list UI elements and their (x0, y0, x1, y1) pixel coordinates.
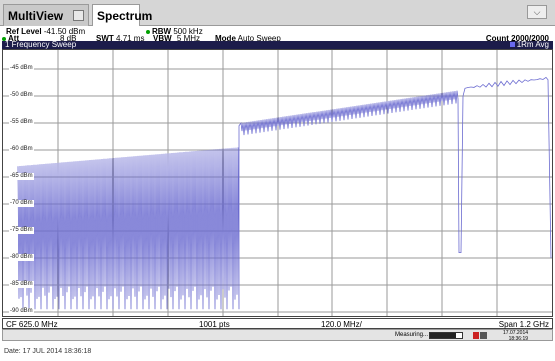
ref-line-label: -75 dBm (9, 227, 34, 234)
swt-value: 4.71 ms (116, 34, 145, 43)
center-frequency[interactable]: CF 625.0 MHz (6, 320, 58, 329)
ref-line-label: -50 dBm (9, 92, 34, 99)
ref-line-label: -60 dBm (9, 146, 34, 153)
coupling-indicator-icon (2, 36, 6, 41)
ref-level-value: -41.50 dBm (43, 27, 86, 36)
frequency-per-division: 120.0 MHz/ (321, 320, 362, 329)
vbw-label: VBW (153, 34, 172, 43)
ref-line-label: -70 dBm (9, 200, 34, 207)
sweep-points: 1001 pts (199, 320, 230, 329)
ref-level-label: Ref Level (6, 27, 42, 36)
att-label: Att (8, 34, 20, 43)
reference-indicator-icon (473, 332, 487, 339)
count-value: 2000/2000 (511, 34, 549, 43)
frequency-axis-bar: CF 625.0 MHz 1001 pts 120.0 MHz/ Span 1.… (2, 318, 553, 329)
trace-mode-indicator: 1Rm Avg (509, 40, 549, 49)
chevron-down-icon: ⌵ (533, 7, 541, 17)
trace-mode-label: 1Rm Avg (516, 40, 549, 49)
capture-date: Date: 17 JUL 2014 18:36:18 (4, 348, 92, 355)
measuring-status: Measuring... (395, 332, 429, 338)
ref-line-label: -65 dBm (9, 173, 34, 180)
tab-multiview[interactable]: MultiView (3, 4, 89, 26)
sweep-window-header[interactable]: 1 Frequency Sweep 1Rm Avg (2, 40, 553, 49)
grid-icon (73, 10, 84, 21)
ref-line-label: -80 dBm (9, 254, 34, 261)
trace-color-icon (509, 42, 515, 47)
tab-bar: MultiView Spectrum ⌵ (0, 0, 555, 26)
tab-multiview-label: MultiView (8, 9, 64, 23)
sweep-progress-bar (429, 332, 463, 339)
ref-level-setting[interactable]: Ref Level -41.50 dBm (6, 27, 85, 36)
span-value[interactable]: Span 1.2 GHz (498, 320, 549, 329)
swt-setting[interactable]: SWT 4.71 ms (96, 34, 144, 43)
coupling-indicator-icon (146, 29, 150, 34)
tab-spectrum[interactable]: Spectrum (92, 4, 152, 26)
sweep-title: 1 Frequency Sweep (5, 40, 77, 49)
ref-line-label: -45 dBm (9, 65, 34, 72)
mode-setting[interactable]: Mode Auto Sweep (215, 34, 281, 43)
att-setting[interactable]: Att (2, 34, 19, 43)
rbw-setting[interactable]: RBW 500 kHz (146, 27, 203, 36)
att-value: 8 dB (60, 34, 77, 43)
tab-menu-button[interactable]: ⌵ (527, 5, 547, 19)
status-date: 17.07.2014 (503, 330, 529, 336)
mode-label: Mode (215, 34, 236, 43)
ref-line-label: -85 dBm (9, 281, 34, 288)
count-setting: Count 2000/2000 (486, 34, 549, 43)
sweep-progress-fill (430, 333, 457, 338)
ref-line-label: -55 dBm (9, 119, 34, 126)
status-datetime: 17.07.2014 18:36:19 (503, 330, 528, 342)
status-bar: Measuring... 17.07.2014 18:36:19 (2, 329, 553, 342)
status-time: 18:36:19 (508, 336, 529, 342)
mode-value: Auto Sweep (237, 34, 281, 43)
spectrum-trace-area (3, 50, 552, 316)
swt-label: SWT (96, 34, 114, 43)
spectrum-trace-line (17, 76, 552, 310)
rbw-value: 500 kHz (173, 27, 203, 36)
vbw-setting[interactable]: VBW 5 MHz (153, 34, 200, 43)
tab-spectrum-label: Spectrum (97, 9, 153, 23)
vbw-value: 5 MHz (176, 34, 201, 43)
rbw-label: RBW (152, 27, 172, 36)
ref-line-label: -90 dBm (9, 308, 34, 315)
count-label: Count (485, 34, 509, 43)
spectrum-plot[interactable]: -45 dBm -50 dBm -55 dBm -60 dBm -65 dBm … (2, 49, 553, 317)
